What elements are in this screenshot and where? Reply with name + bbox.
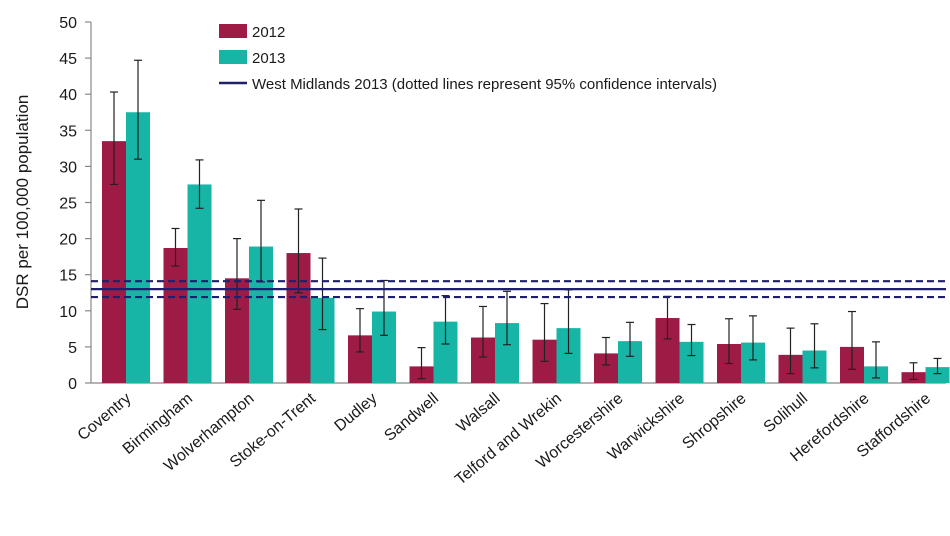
category-label: Dudley	[331, 390, 380, 435]
legend-swatch-2013	[219, 50, 247, 64]
y-tick-label: 30	[59, 159, 77, 176]
legend-swatch-2012	[219, 24, 247, 38]
legend-label-2012: 2012	[252, 24, 285, 41]
y-tick-label: 15	[59, 268, 77, 285]
y-tick-label: 50	[59, 15, 77, 32]
bars	[102, 112, 950, 383]
y-tick-label: 35	[59, 123, 77, 140]
legend-label-west-midlands: West Midlands 2013 (dotted lines represe…	[252, 76, 717, 93]
category-label: Solihull	[761, 390, 811, 436]
y-axis-label: DSR per 100,000 population	[13, 95, 32, 310]
error-bars	[110, 59, 942, 380]
category-label: Walsall	[454, 390, 504, 436]
reference-lines	[91, 280, 946, 299]
y-tick-label: 40	[59, 87, 77, 104]
category-label: Shropshire	[679, 390, 749, 453]
category-labels: CoventryBirminghamWolverhamptonStoke-on-…	[75, 390, 935, 489]
y-tick-label: 45	[59, 51, 77, 68]
bar-2013	[925, 367, 950, 383]
legend: 2012 2013 West Midlands 2013 (dotted lin…	[219, 24, 717, 93]
y-axis: 0 5 10 15 20 25 30 35 40 45 50 DSR per 100,000 pop…	[13, 15, 92, 393]
y-tick-label: 0	[68, 376, 77, 393]
category-label: Telford and Wrekin	[452, 390, 565, 489]
y-tick-label: 20	[59, 232, 77, 249]
y-tick-label: 25	[59, 196, 77, 213]
legend-label-2013: 2013	[252, 50, 285, 67]
y-ticks: 0 5 10 15 20 25 30 35 40 45 50	[59, 15, 91, 393]
bar-2013	[187, 184, 212, 383]
y-tick-label: 10	[59, 304, 77, 321]
y-tick-label: 5	[68, 340, 77, 357]
category-label: Coventry	[75, 390, 135, 444]
category-label: Sandwell	[381, 390, 442, 445]
bar-2012	[163, 247, 188, 383]
